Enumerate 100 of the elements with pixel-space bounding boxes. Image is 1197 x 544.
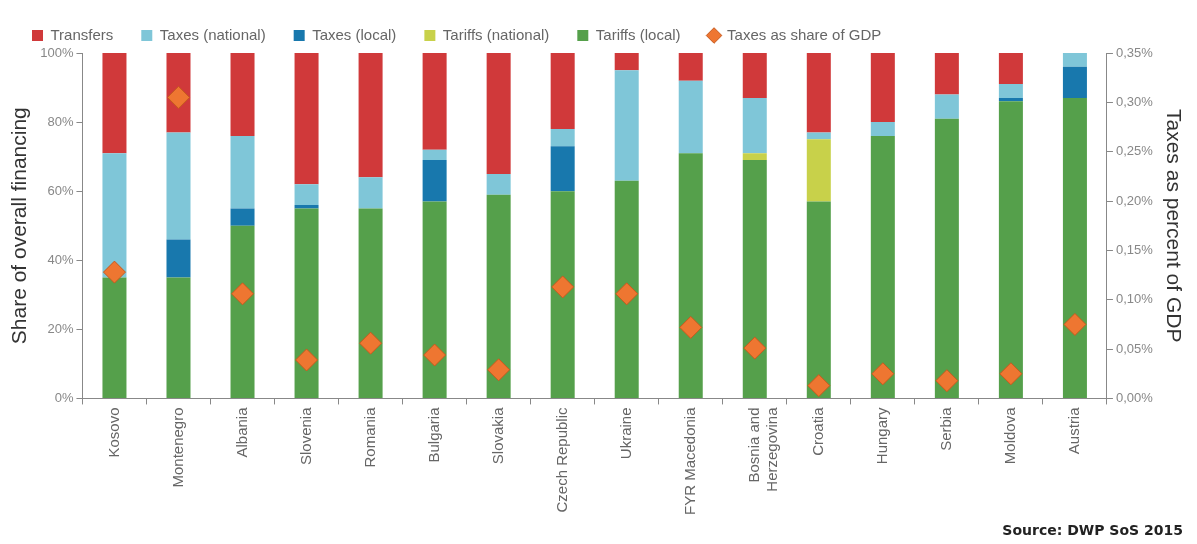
legend-label: Taxes as share of GDP: [727, 25, 882, 43]
bar: [614, 180, 639, 398]
bar: [422, 201, 447, 398]
bar: [806, 201, 831, 398]
bar: [166, 239, 191, 278]
y-tick-label: 100%: [40, 44, 74, 60]
legend-label: Taxes (local): [312, 25, 397, 43]
y-tick-label: 80%: [47, 113, 74, 129]
bar: [102, 153, 127, 278]
bar: [870, 53, 895, 123]
bar: [166, 277, 191, 398]
bar: [934, 94, 959, 119]
point: [359, 331, 383, 355]
y2-tick-label: 0,15%: [1115, 241, 1154, 257]
bar: [998, 53, 1023, 85]
bar: [742, 153, 767, 161]
point: [423, 343, 447, 367]
bar: [422, 53, 447, 150]
x-tick-label: Montenegro: [168, 407, 186, 488]
x-tick-label: Ukraine: [616, 407, 634, 460]
point: [615, 282, 639, 306]
y2-tick-label: 0,25%: [1115, 143, 1154, 159]
x-tick-label: Albania: [232, 406, 250, 458]
point: [551, 275, 575, 299]
bar: [678, 80, 703, 154]
x-tick-label: Kosovo: [104, 407, 122, 458]
bar: [102, 53, 127, 154]
x-tick-label: Slovakia: [488, 406, 506, 465]
x-tick-label: Austria: [1065, 406, 1083, 455]
bar: [870, 135, 895, 398]
bar: [358, 208, 383, 398]
bar: [678, 53, 703, 81]
point: [935, 369, 959, 393]
point: [807, 374, 831, 398]
bar: [230, 53, 255, 136]
legend-label: Taxes (national): [159, 25, 266, 43]
x-tick-label: Romania: [360, 406, 378, 468]
x-tick-label: Hungary: [872, 406, 890, 465]
legend-label: Transfers: [50, 25, 114, 43]
bar: [294, 53, 319, 185]
y2-tick-label: 0,30%: [1115, 93, 1154, 109]
y2-tick-label: 0,10%: [1115, 291, 1154, 307]
bar: [806, 53, 831, 133]
bar: [550, 129, 575, 147]
bar: [230, 135, 255, 209]
point: [295, 348, 319, 372]
bar: [998, 101, 1023, 398]
bar: [806, 132, 831, 140]
bar: [678, 153, 703, 398]
y-axis-title: Share of overall financing: [7, 107, 31, 345]
bar: [806, 139, 831, 202]
source-note: Source: DWP SoS 2015: [1002, 522, 1183, 538]
y2-tick-label: 0,20%: [1115, 192, 1154, 208]
point: [487, 358, 511, 382]
bar: [742, 160, 767, 398]
point: [231, 282, 255, 306]
bar: [550, 146, 575, 192]
point: [871, 362, 895, 386]
bar: [870, 122, 895, 136]
y-tick-label: 20%: [47, 320, 74, 336]
y2-tick-label: 0,35%: [1115, 44, 1154, 60]
legend-label: Tariffs (local): [595, 25, 681, 43]
bar: [422, 160, 447, 202]
bar: [742, 97, 767, 154]
y2-tick-label: 0,00%: [1115, 390, 1154, 406]
bar: [358, 53, 383, 178]
point: [743, 336, 767, 360]
bar: [486, 53, 511, 174]
bar: [230, 225, 255, 398]
bar: [614, 53, 639, 71]
bar: [358, 177, 383, 209]
point: [999, 362, 1023, 386]
x-tick-label: Slovenia: [296, 406, 314, 465]
bar: [550, 53, 575, 129]
y-tick-label: 60%: [47, 182, 74, 198]
point: [102, 260, 126, 284]
point: [1063, 312, 1087, 336]
bar: [294, 208, 319, 398]
legend-label: Tariffs (national): [442, 25, 550, 43]
x-tick-label: Bulgaria: [424, 406, 442, 463]
bar: [1062, 53, 1087, 67]
point: [679, 315, 703, 339]
bar: [550, 191, 575, 398]
y2-axis-title: Taxes as percent of GDP: [1162, 109, 1186, 343]
bar: [422, 149, 447, 161]
x-tick-label: Moldova: [1001, 406, 1019, 465]
y-tick-label: 40%: [47, 251, 74, 267]
bar: [934, 118, 959, 398]
x-tick-label: Croatia: [808, 406, 826, 456]
x-tick-label: FYR Macedonia: [680, 406, 698, 516]
bar: [614, 70, 639, 181]
x-tick-label: Czech Republic: [552, 406, 570, 513]
bar: [230, 208, 255, 226]
bar: [166, 132, 191, 240]
bar: [486, 194, 511, 398]
bar: [486, 173, 511, 195]
x-tick-label: Bosnia and Herzegovina: [744, 406, 780, 492]
x-tick-label: Serbia: [937, 406, 954, 451]
y2-tick-label: 0,05%: [1115, 340, 1154, 356]
bar: [998, 84, 1023, 98]
